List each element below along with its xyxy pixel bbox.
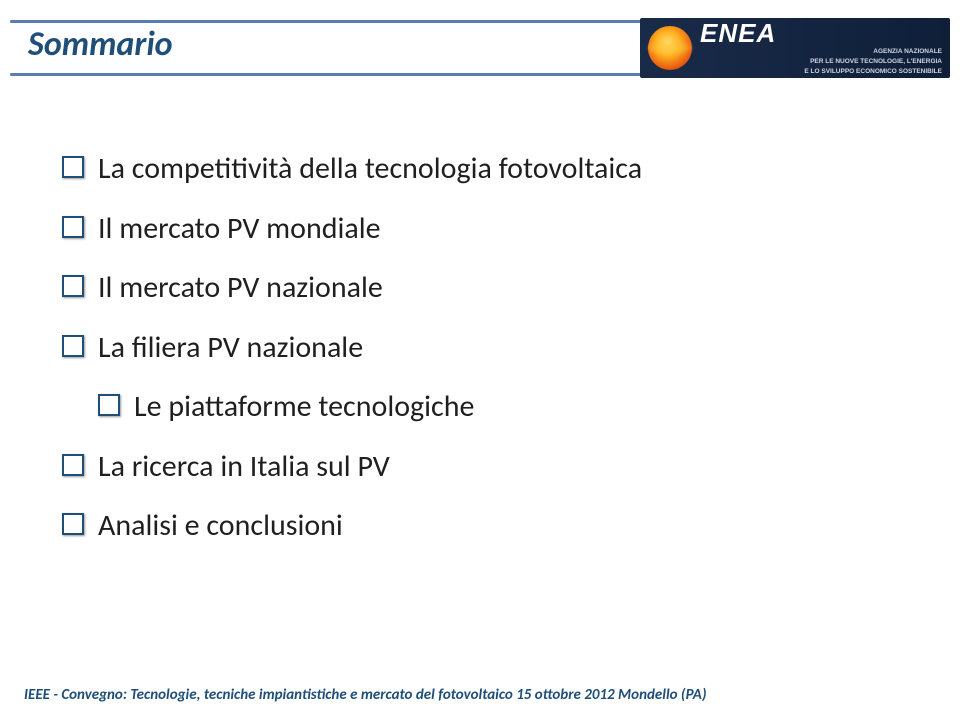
- list-item: La ricerca in Italia sul PV: [62, 448, 900, 486]
- checkbox-bullet-icon: [62, 156, 84, 178]
- footer-text: IEEE - Convegno: Tecnologie, tecniche im…: [24, 686, 707, 704]
- slide-title: Sommario: [28, 24, 173, 65]
- logo-name: ENEA: [700, 20, 942, 46]
- list-item-text: La ricerca in Italia sul PV: [98, 448, 390, 486]
- list-item-text: La competitività della tecnologia fotovo…: [98, 150, 642, 188]
- list-item-text: Le piattaforme tecnologiche: [134, 388, 474, 426]
- logo-tagline-2: PER LE NUOVE TECNOLOGIE, L'ENERGIA: [700, 58, 942, 66]
- list-item: Il mercato PV mondiale: [62, 210, 900, 248]
- title-bar: Sommario ENEA AGENZIA NAZIONALE PER LE N…: [10, 20, 950, 76]
- list-item: Le piattaforme tecnologiche: [62, 388, 900, 426]
- checkbox-bullet-icon: [62, 216, 84, 238]
- checkbox-bullet-icon: [62, 275, 84, 297]
- logo-tagline-3: E LO SVILUPPO ECONOMICO SOSTENIBILE: [700, 68, 942, 76]
- list-item-text: Analisi e conclusioni: [98, 507, 343, 545]
- list-item: La competitività della tecnologia fotovo…: [62, 150, 900, 188]
- content-list: La competitività della tecnologia fotovo…: [62, 150, 900, 567]
- title-block: Sommario: [10, 20, 191, 76]
- list-item-text: La filiera PV nazionale: [98, 329, 363, 367]
- list-item-text: Il mercato PV mondiale: [98, 210, 381, 248]
- list-item: Il mercato PV nazionale: [62, 269, 900, 307]
- slide: Sommario ENEA AGENZIA NAZIONALE PER LE N…: [0, 0, 960, 718]
- list-item-text: Il mercato PV nazionale: [98, 269, 383, 307]
- sun-icon: [648, 26, 692, 70]
- logo-text: ENEA AGENZIA NAZIONALE PER LE NUOVE TECN…: [700, 20, 942, 75]
- enea-logo-block: ENEA AGENZIA NAZIONALE PER LE NUOVE TECN…: [640, 18, 950, 78]
- checkbox-bullet-icon: [98, 394, 120, 416]
- footer: IEEE - Convegno: Tecnologie, tecniche im…: [24, 685, 936, 704]
- checkbox-bullet-icon: [62, 513, 84, 535]
- list-item: Analisi e conclusioni: [62, 507, 900, 545]
- checkbox-bullet-icon: [62, 335, 84, 357]
- checkbox-bullet-icon: [62, 454, 84, 476]
- logo-tagline-1: AGENZIA NAZIONALE: [700, 48, 942, 56]
- list-item: La filiera PV nazionale: [62, 329, 900, 367]
